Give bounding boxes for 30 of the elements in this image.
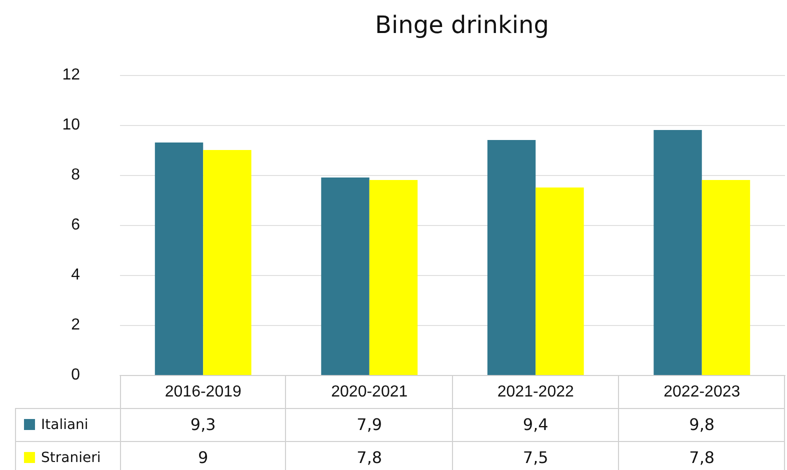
bar	[203, 150, 252, 375]
bar	[487, 140, 536, 375]
data-label: 9,4	[522, 414, 550, 436]
bar	[321, 178, 370, 375]
data-label: 9,8	[688, 414, 716, 436]
x-tick-label: 2022-2023	[664, 384, 740, 400]
y-tick-label: 0	[71, 366, 80, 384]
bar	[536, 188, 584, 375]
bar	[654, 130, 702, 375]
y-tick-label: 10	[62, 116, 80, 134]
y-tick-label: 12	[62, 66, 80, 84]
data-label: 7,5	[522, 447, 550, 469]
data-label: 9,3	[189, 414, 217, 436]
x-tick-label: 2020-2021	[331, 384, 408, 400]
data-label: 7,9	[356, 414, 384, 436]
y-tick-label: 4	[71, 266, 80, 284]
y-tick-label: 2	[71, 316, 80, 334]
x-tick-label: 2021-2022	[497, 384, 574, 400]
y-tick-label: 6	[71, 216, 80, 234]
legend-label: Stranieri	[40, 448, 101, 468]
bar	[702, 180, 750, 375]
data-label: 7,8	[688, 447, 716, 469]
y-tick-label: 8	[71, 166, 80, 184]
data-label: 7,8	[356, 447, 384, 469]
chart-title: Binge drinking	[375, 11, 549, 39]
data-label: 9	[197, 447, 210, 469]
bar	[369, 180, 418, 375]
legend-label: Italiani	[40, 416, 88, 434]
bar	[154, 142, 204, 375]
x-tick-label: 2016-2019	[164, 384, 242, 400]
